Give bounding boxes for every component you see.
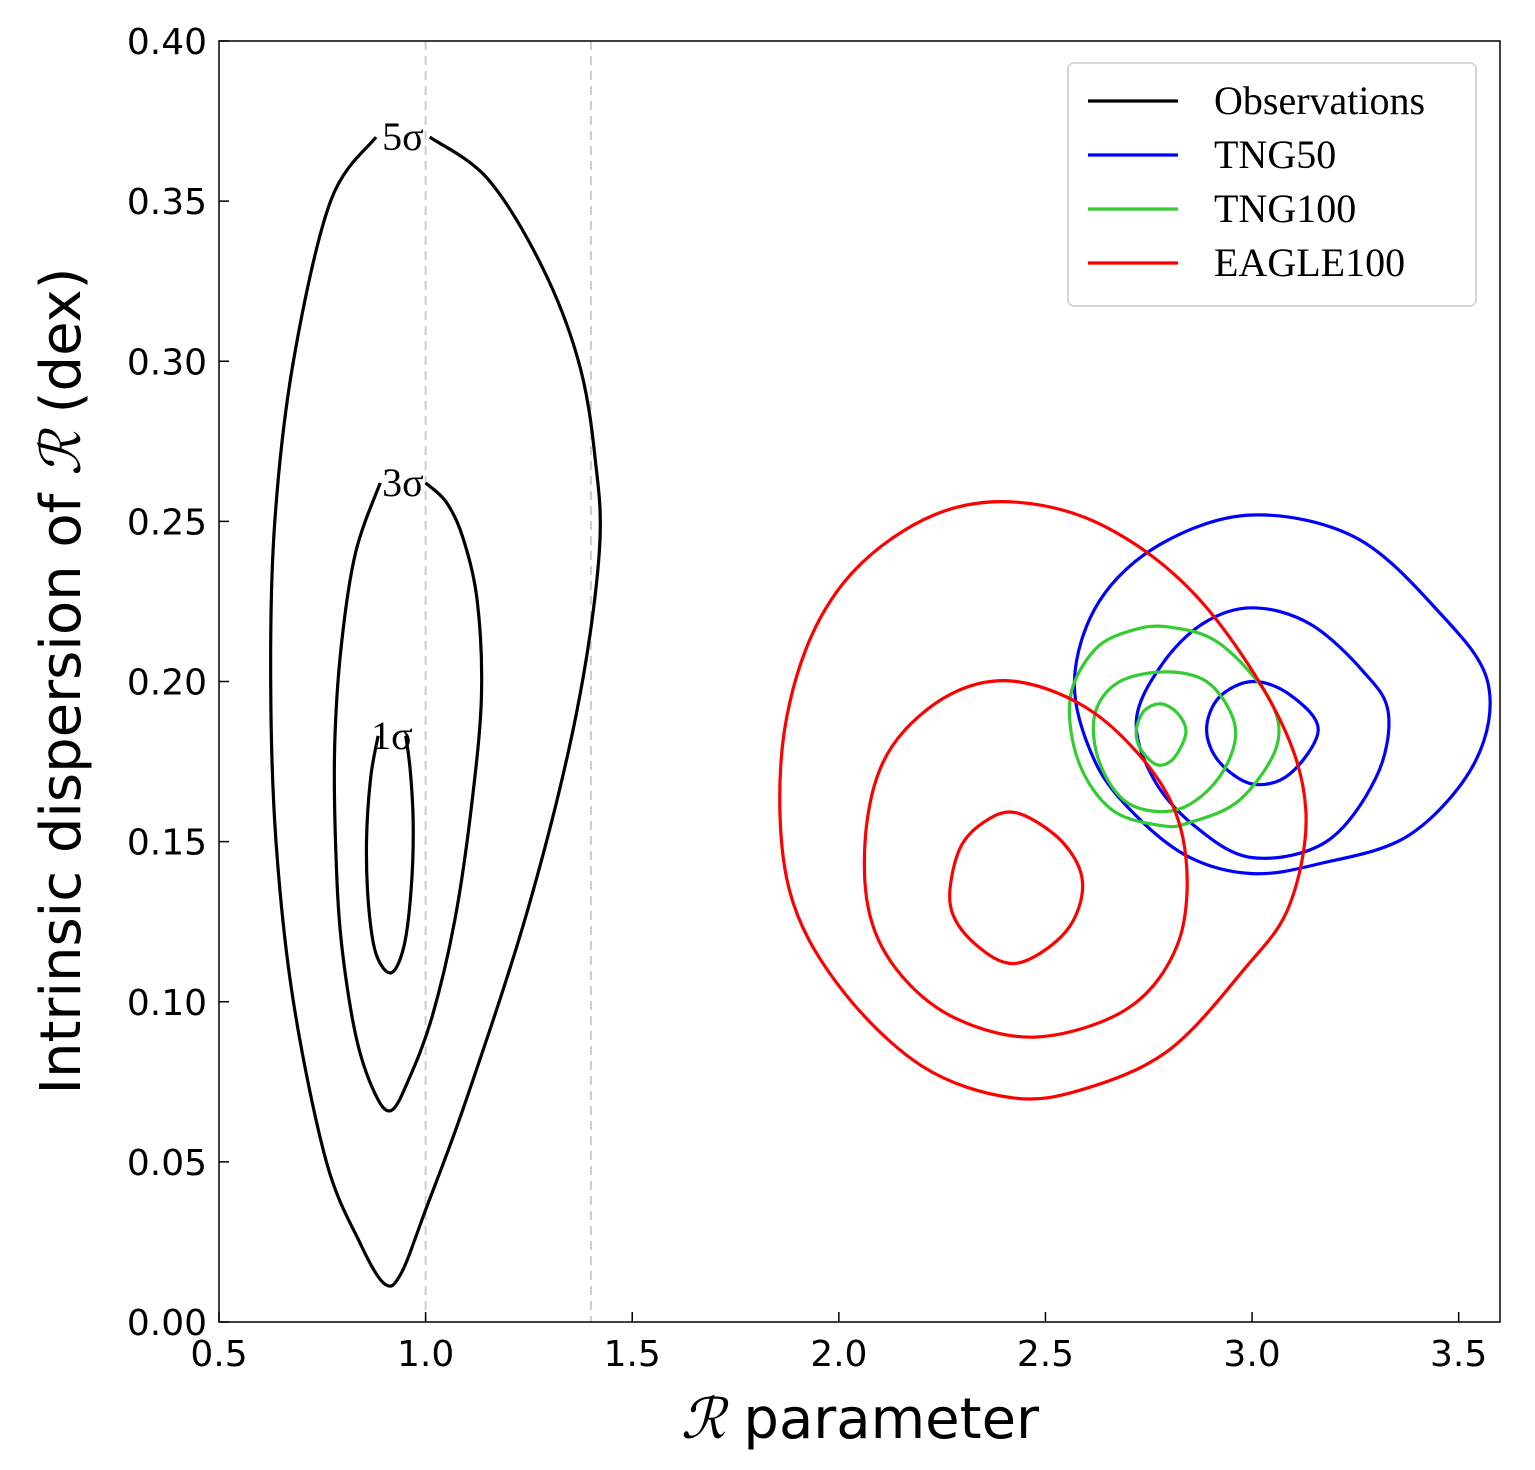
observations-contour-3sigma bbox=[332, 481, 484, 1113]
y-tick-label: 0.35 bbox=[127, 182, 207, 223]
y-axis-title-suffix: (dex) bbox=[29, 267, 94, 431]
y-tick-label: 0.25 bbox=[127, 502, 207, 543]
observations-contour-5sigma bbox=[269, 135, 602, 1288]
sigma-labels: 1σ 3σ 5σ bbox=[371, 114, 424, 758]
y-axis-symbol: ℛ bbox=[29, 428, 94, 476]
y-tick-label: 0.15 bbox=[127, 823, 207, 864]
tng50-contour-1sigma bbox=[1205, 679, 1320, 787]
y-tick-label: 0.30 bbox=[127, 342, 207, 383]
x-tick-label: 1.0 bbox=[397, 1334, 454, 1375]
y-axis-ticks: 0.00 0.05 0.10 0.15 0.20 0.25 0.30 0.35 0.40 bbox=[127, 22, 229, 1344]
y-tick-label: 0.40 bbox=[127, 22, 207, 63]
legend-box bbox=[1067, 62, 1477, 307]
tng100-contour-5sigma bbox=[1067, 624, 1281, 829]
tng100-contour-1sigma bbox=[1134, 702, 1188, 767]
legend-label: TNG100 bbox=[1214, 186, 1356, 231]
legend: Observations TNG50 TNG100 EAGLE100 bbox=[1067, 62, 1477, 307]
sigma-label: 1σ bbox=[371, 713, 413, 758]
x-tick-label: 3.5 bbox=[1430, 1334, 1487, 1375]
legend-label: TNG50 bbox=[1214, 132, 1336, 177]
y-tick-label: 0.05 bbox=[127, 1143, 207, 1184]
sigma-label: 5σ bbox=[382, 114, 424, 159]
tng50-contour-3sigma bbox=[1134, 606, 1391, 860]
x-axis-title: ℛ parameter bbox=[681, 1387, 1040, 1452]
y-axis-title: Intrinsic dispersion of ℛ (dex) bbox=[29, 267, 94, 1094]
legend-label: Observations bbox=[1214, 78, 1425, 123]
y-tick-label: 0.00 bbox=[127, 1303, 207, 1344]
contour-layer bbox=[269, 135, 1492, 1288]
x-tick-label: 2.0 bbox=[810, 1334, 867, 1375]
observations-contour-1sigma bbox=[364, 735, 415, 975]
y-tick-label: 0.10 bbox=[127, 983, 207, 1024]
eagle100-contour-5sigma bbox=[778, 500, 1308, 1101]
y-axis-title-prefix: Intrinsic dispersion of bbox=[29, 476, 94, 1095]
x-axis-title-text: parameter bbox=[726, 1387, 1040, 1452]
x-tick-label: 3.0 bbox=[1223, 1334, 1280, 1375]
eagle100-contour-1sigma bbox=[948, 810, 1085, 966]
x-axis-ticks: 0.5 1.0 1.5 2.0 2.5 3.0 3.5 bbox=[190, 1312, 1487, 1375]
x-tick-label: 0.5 bbox=[190, 1334, 247, 1375]
y-tick-label: 0.20 bbox=[127, 663, 207, 704]
tng50-contour-5sigma bbox=[1072, 513, 1492, 876]
sigma-label: 3σ bbox=[382, 460, 424, 505]
x-tick-label: 1.5 bbox=[604, 1334, 661, 1375]
reference-lines bbox=[424, 41, 592, 1322]
x-axis-symbol: ℛ bbox=[681, 1387, 729, 1452]
tng100-contour-3sigma bbox=[1091, 670, 1238, 814]
x-tick-label: 2.5 bbox=[1017, 1334, 1074, 1375]
eagle100-contour-3sigma bbox=[862, 678, 1189, 1039]
legend-label: EAGLE100 bbox=[1214, 240, 1405, 285]
